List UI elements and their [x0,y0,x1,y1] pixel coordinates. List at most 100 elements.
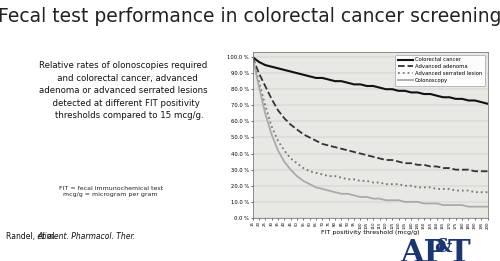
Colorectal cancer [478,100,484,104]
Advanced adenoma [383,158,389,162]
Advanced serrated lesion [275,139,281,142]
Colorectal cancer [421,92,427,96]
Advanced serrated lesion [332,175,338,178]
Advanced adenoma [370,155,376,158]
Colonoscopy [320,187,326,191]
Advanced adenoma [452,168,458,171]
Advanced adenoma [282,117,288,120]
Colorectal cancer [446,96,452,99]
Line: Advanced serrated lesion: Advanced serrated lesion [252,57,488,192]
Advanced adenoma [338,147,344,150]
Advanced adenoma [466,168,471,171]
Advanced adenoma [396,160,402,163]
Advanced serrated lesion [351,178,357,181]
Advanced adenoma [326,144,332,147]
Advanced serrated lesion [300,167,306,170]
Advanced serrated lesion [358,179,364,182]
Colonoscopy [262,112,268,115]
Advanced adenoma [446,167,452,170]
Colorectal cancer [383,88,389,91]
Colorectal cancer [472,99,478,102]
Text: Fecal test performance in colorectal cancer screening: Fecal test performance in colorectal can… [0,7,500,26]
Colorectal cancer [370,84,376,87]
Colorectal cancer [294,72,300,75]
Colorectal cancer [275,67,281,70]
Advanced serrated lesion [313,171,319,174]
Advanced adenoma [428,165,434,168]
Colonoscopy [351,194,357,197]
Advanced serrated lesion [364,179,370,182]
Colorectal cancer [452,97,458,100]
Colorectal cancer [428,92,434,96]
Advanced adenoma [440,167,446,170]
Colorectal cancer [440,96,446,99]
Colorectal cancer [434,94,440,97]
Colonoscopy [300,179,306,182]
Advanced serrated lesion [414,186,420,189]
Colorectal cancer [332,80,338,83]
Text: &: & [434,238,452,256]
Advanced serrated lesion [268,125,274,128]
Advanced serrated lesion [446,187,452,191]
Advanced serrated lesion [478,191,484,194]
Colonoscopy [358,195,364,199]
Colonoscopy [434,202,440,205]
Advanced serrated lesion [256,80,262,83]
Colonoscopy [484,205,490,208]
Advanced serrated lesion [428,186,434,189]
Advanced serrated lesion [288,157,294,160]
Colorectal cancer [396,89,402,92]
Advanced adenoma [306,136,312,139]
Advanced adenoma [294,128,300,131]
Advanced serrated lesion [262,104,268,107]
Colonoscopy [478,205,484,208]
Advanced adenoma [364,154,370,157]
X-axis label: FIT positivity threshold (mcg/g): FIT positivity threshold (mcg/g) [321,230,419,235]
Advanced serrated lesion [452,189,458,192]
Colonoscopy [250,55,256,58]
Colonoscopy [428,202,434,205]
Colonoscopy [282,160,288,163]
Colorectal cancer [268,65,274,68]
Colonoscopy [326,189,332,192]
Colonoscopy [345,192,351,195]
Text: FIT = fecal immunochemical test
  mcg/g = microgram per gram: FIT = fecal immunochemical test mcg/g = … [59,186,163,197]
Advanced adenoma [268,97,274,100]
Advanced adenoma [389,158,395,162]
Colorectal cancer [320,76,326,80]
Line: Advanced adenoma: Advanced adenoma [252,57,488,171]
Advanced adenoma [250,55,256,58]
Advanced serrated lesion [326,175,332,178]
Colonoscopy [332,191,338,194]
Colonoscopy [408,200,414,203]
Advanced serrated lesion [345,178,351,181]
Colorectal cancer [389,88,395,91]
Advanced adenoma [351,150,357,153]
Colonoscopy [440,204,446,207]
Advanced serrated lesion [282,149,288,152]
Advanced adenoma [313,139,319,142]
Advanced serrated lesion [434,187,440,191]
Colonoscopy [306,183,312,186]
Colonoscopy [364,195,370,199]
Advanced serrated lesion [466,189,471,192]
Colorectal cancer [313,76,319,80]
Colorectal cancer [459,97,465,100]
Advanced serrated lesion [484,191,490,194]
Advanced adenoma [478,170,484,173]
Text: T: T [448,238,470,261]
Colorectal cancer [300,73,306,76]
Colorectal cancer [338,80,344,83]
Colorectal cancer [408,91,414,94]
Colorectal cancer [351,83,357,86]
Line: Colonoscopy: Colonoscopy [252,57,488,207]
Advanced adenoma [332,146,338,149]
Colonoscopy [370,197,376,200]
Advanced serrated lesion [408,184,414,187]
Colonoscopy [294,175,300,178]
Advanced serrated lesion [250,55,256,58]
Advanced adenoma [376,157,382,160]
Text: Relative rates of olonoscopies required
   and colorectal cancer, advanced
adeno: Relative rates of olonoscopies required … [39,61,208,120]
Advanced serrated lesion [421,186,427,189]
Advanced adenoma [408,162,414,165]
